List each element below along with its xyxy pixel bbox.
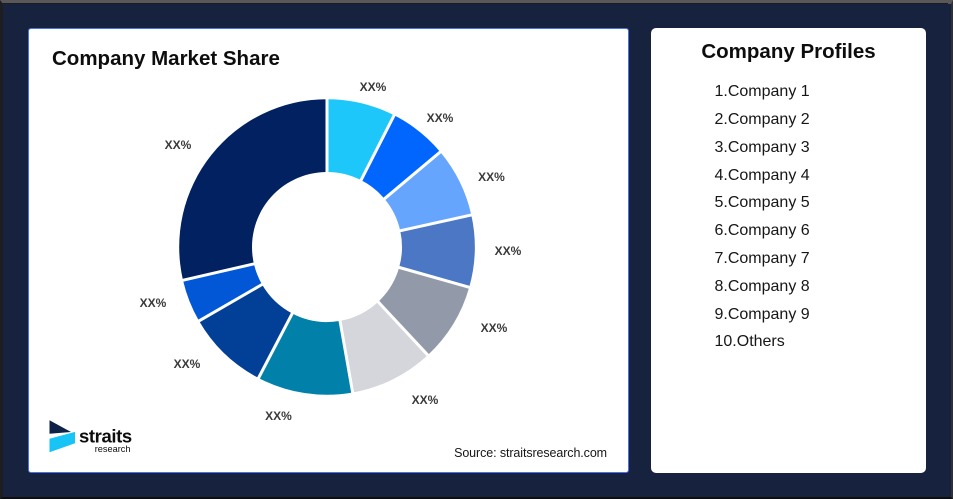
svg-text:straits: straits <box>79 426 132 447</box>
svg-text:research: research <box>95 444 131 454</box>
